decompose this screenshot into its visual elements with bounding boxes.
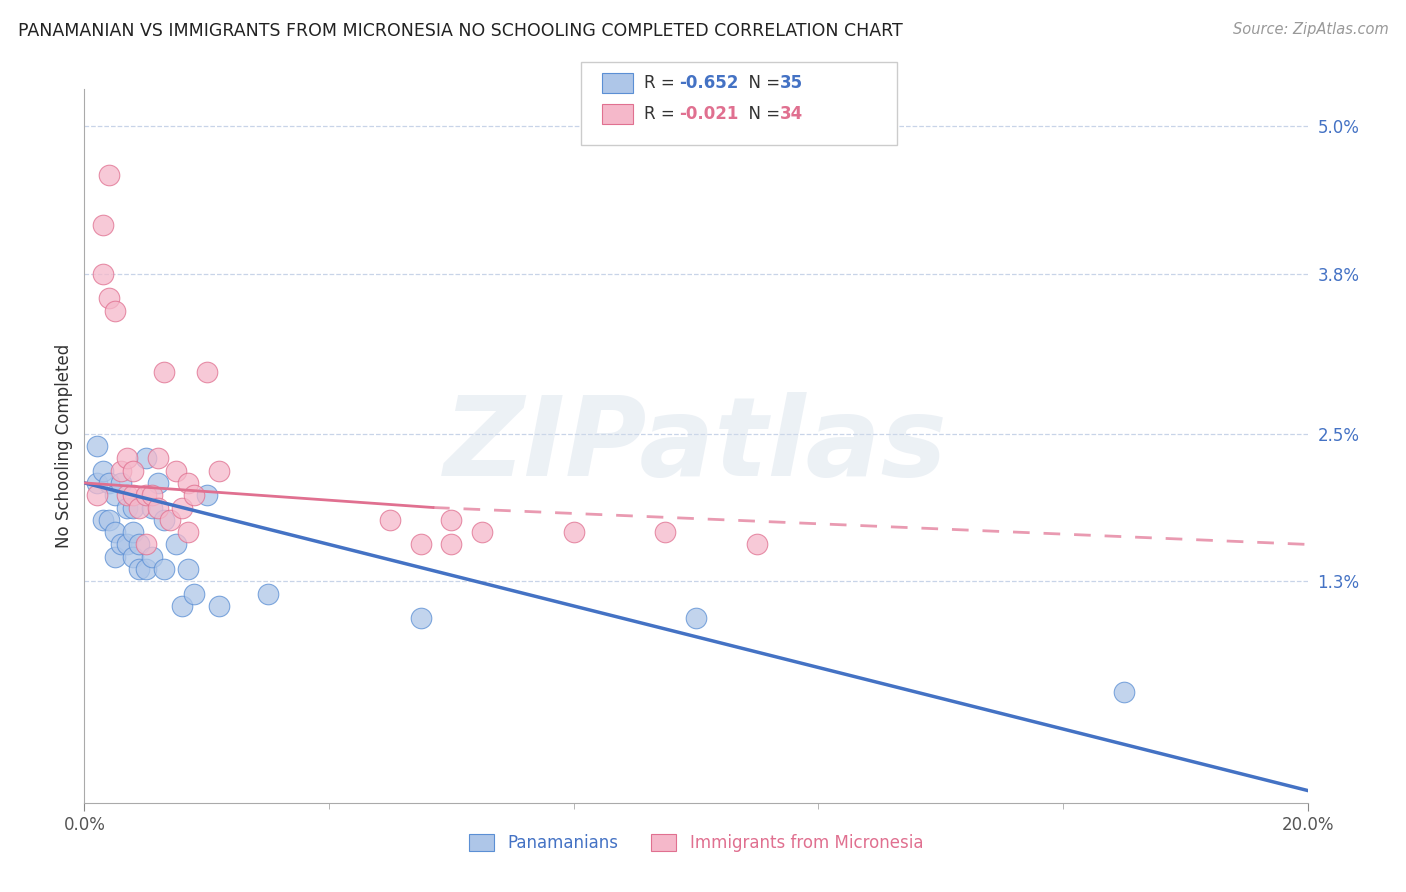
Point <box>471 525 494 540</box>
Point <box>91 218 114 232</box>
Text: -0.021: -0.021 <box>679 105 738 123</box>
Point <box>97 475 120 490</box>
Text: -0.652: -0.652 <box>679 74 738 92</box>
Point <box>104 525 127 540</box>
Point <box>97 513 120 527</box>
Point <box>208 599 231 613</box>
Point <box>165 464 187 478</box>
Point <box>97 169 120 183</box>
Point <box>257 587 280 601</box>
Point <box>172 500 194 515</box>
Legend: Panamanians, Immigrants from Micronesia: Panamanians, Immigrants from Micronesia <box>463 827 929 859</box>
Text: ZIPatlas: ZIPatlas <box>444 392 948 500</box>
Point <box>91 464 114 478</box>
Point <box>135 537 157 551</box>
Point <box>104 549 127 564</box>
Point <box>110 537 132 551</box>
Point <box>86 475 108 490</box>
Point <box>172 599 194 613</box>
Point <box>146 500 169 515</box>
Point <box>122 500 145 515</box>
Point <box>195 488 218 502</box>
Point <box>110 464 132 478</box>
Point <box>747 537 769 551</box>
Point <box>165 537 187 551</box>
Point <box>91 267 114 281</box>
Point <box>654 525 676 540</box>
Point <box>115 537 138 551</box>
Point <box>177 562 200 576</box>
Text: N =: N = <box>738 74 786 92</box>
Point <box>177 475 200 490</box>
Point <box>380 513 402 527</box>
Point <box>146 475 169 490</box>
Point <box>195 365 218 379</box>
Point <box>135 488 157 502</box>
Point <box>1114 685 1136 699</box>
Point <box>122 525 145 540</box>
Point <box>104 303 127 318</box>
Point <box>409 537 432 551</box>
Text: N =: N = <box>738 105 786 123</box>
Point <box>135 451 157 466</box>
Point <box>86 439 108 453</box>
Point <box>104 488 127 502</box>
Text: 34: 34 <box>780 105 804 123</box>
Point <box>153 562 176 576</box>
Point <box>91 513 114 527</box>
Point <box>141 488 163 502</box>
Text: 35: 35 <box>780 74 803 92</box>
Point <box>115 488 138 502</box>
Point <box>208 464 231 478</box>
Point <box>141 500 163 515</box>
Point <box>115 500 138 515</box>
Point <box>153 365 176 379</box>
Text: PANAMANIAN VS IMMIGRANTS FROM MICRONESIA NO SCHOOLING COMPLETED CORRELATION CHAR: PANAMANIAN VS IMMIGRANTS FROM MICRONESIA… <box>18 22 903 40</box>
Text: Source: ZipAtlas.com: Source: ZipAtlas.com <box>1233 22 1389 37</box>
Point <box>146 451 169 466</box>
Point <box>440 537 463 551</box>
Point <box>128 562 150 576</box>
Text: R =: R = <box>644 105 681 123</box>
Point <box>122 488 145 502</box>
Point <box>115 451 138 466</box>
Point <box>177 525 200 540</box>
Point <box>159 513 181 527</box>
Point <box>110 475 132 490</box>
Point <box>122 464 145 478</box>
Point <box>183 488 205 502</box>
Point <box>122 549 145 564</box>
Point <box>685 611 707 625</box>
Point <box>128 537 150 551</box>
Y-axis label: No Schooling Completed: No Schooling Completed <box>55 344 73 548</box>
Point <box>86 488 108 502</box>
Point <box>409 611 432 625</box>
Point <box>141 549 163 564</box>
Point <box>153 513 176 527</box>
Text: R =: R = <box>644 74 681 92</box>
Point <box>97 291 120 305</box>
Point <box>128 500 150 515</box>
Point <box>183 587 205 601</box>
Point <box>440 513 463 527</box>
Point <box>135 562 157 576</box>
Point <box>562 525 585 540</box>
